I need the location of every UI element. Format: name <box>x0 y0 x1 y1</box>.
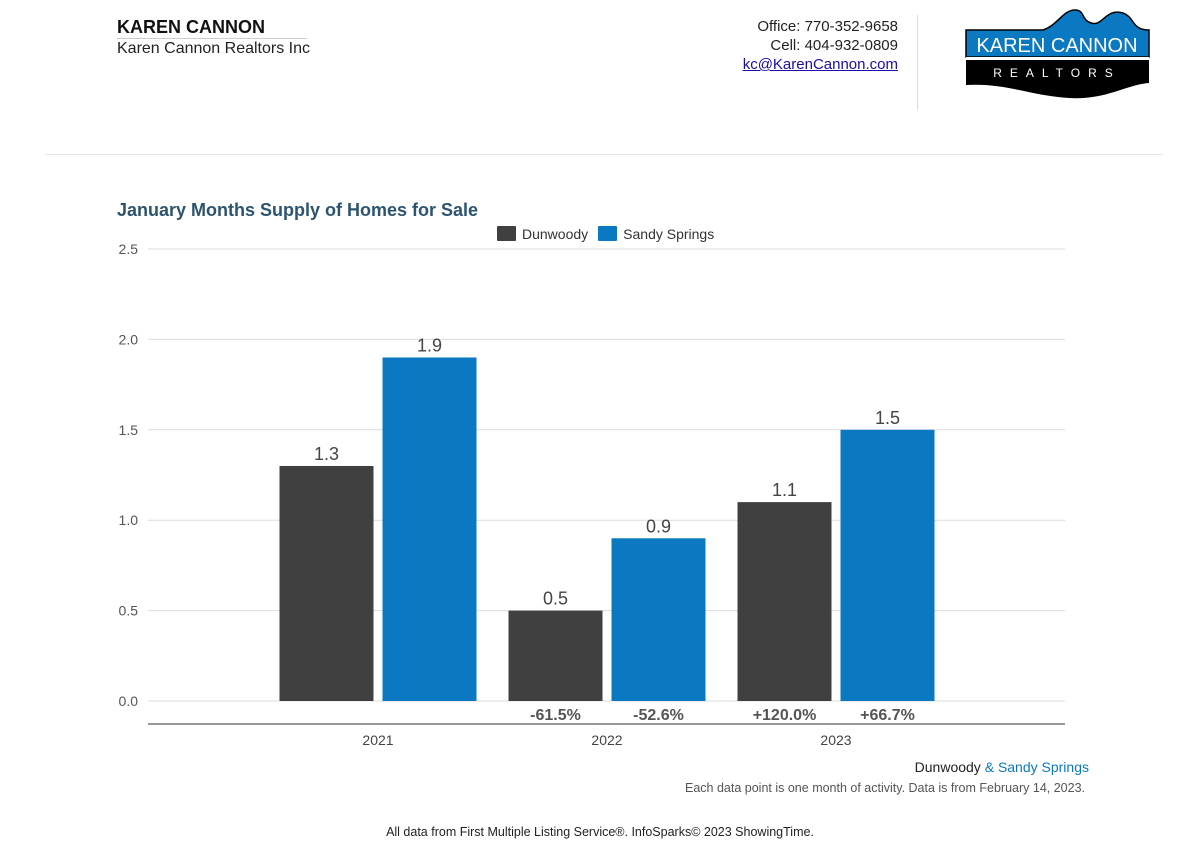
bar-dunwoody-2021 <box>279 465 374 701</box>
divider <box>117 38 307 39</box>
x-tick-label: 2023 <box>820 732 851 748</box>
cell-phone: Cell: 404-932-0809 <box>770 37 898 54</box>
change-label: -61.5% <box>530 707 581 724</box>
bar-dunwoody-2023 <box>737 502 832 701</box>
svg-text:REALTORS: REALTORS <box>993 66 1121 80</box>
data-label: 1.9 <box>417 335 442 355</box>
y-tick-label: 0.5 <box>119 603 139 619</box>
company-logo: KAREN CANNON REALTORS <box>965 9 1150 99</box>
y-tick-label: 2.0 <box>119 331 139 347</box>
amp: & <box>980 759 998 775</box>
company-name: Karen Cannon Realtors Inc <box>117 40 310 57</box>
bar-sandy-springs-2023 <box>840 429 935 701</box>
y-tick-label: 0.0 <box>119 693 139 709</box>
divider <box>917 15 918 110</box>
contact-info: Office: 770-352-9658 Cell: 404-932-0809 … <box>743 17 898 74</box>
legend-label: Sandy Springs <box>623 226 715 242</box>
legend-item-dunwoody: Dunwoody <box>497 226 588 242</box>
legend-swatch <box>598 226 618 241</box>
data-label: 0.5 <box>543 589 568 609</box>
chart-title: January Months Supply of Homes for Sale <box>117 200 479 220</box>
footer: All data from First Multiple Listing Ser… <box>386 825 814 839</box>
bar-sandy-springs-2022 <box>611 538 706 701</box>
y-tick-label: 2.5 <box>119 241 139 257</box>
email-link[interactable]: kc@KarenCannon.com <box>742 56 898 73</box>
bar-sandy-springs-2021 <box>382 357 477 701</box>
legend-swatch <box>497 226 516 241</box>
svg-text:KAREN CANNON: KAREN CANNON <box>976 35 1137 57</box>
agent-name: KAREN CANNON <box>117 17 265 37</box>
office-phone: Office: 770-352-9658 <box>757 18 898 35</box>
areas-note: Dunwoody & Sandy Springs <box>915 759 1089 775</box>
change-label: +66.7% <box>860 707 915 724</box>
change-label: +120.0% <box>753 707 817 724</box>
divider <box>45 154 1163 155</box>
area-a: Dunwoody <box>914 759 981 775</box>
bar-dunwoody-2022 <box>508 610 603 701</box>
change-label: -52.6% <box>633 707 684 724</box>
data-label: 1.1 <box>772 480 797 500</box>
x-tick-label: 2021 <box>362 732 393 748</box>
data-note: Each data point is one month of activity… <box>685 781 1085 795</box>
data-label: 1.3 <box>314 444 339 464</box>
area-b: Sandy Springs <box>997 759 1089 775</box>
legend-item-sandy-springs: Sandy Springs <box>598 226 714 242</box>
data-label: 0.9 <box>646 516 671 536</box>
y-tick-label: 1.0 <box>119 512 139 528</box>
y-tick-label: 1.5 <box>119 422 139 438</box>
x-tick-label: 2022 <box>591 732 622 748</box>
legend-label: Dunwoody <box>522 226 589 242</box>
legend: Dunwoody Sandy Springs <box>497 226 714 242</box>
data-label: 1.5 <box>875 408 900 428</box>
